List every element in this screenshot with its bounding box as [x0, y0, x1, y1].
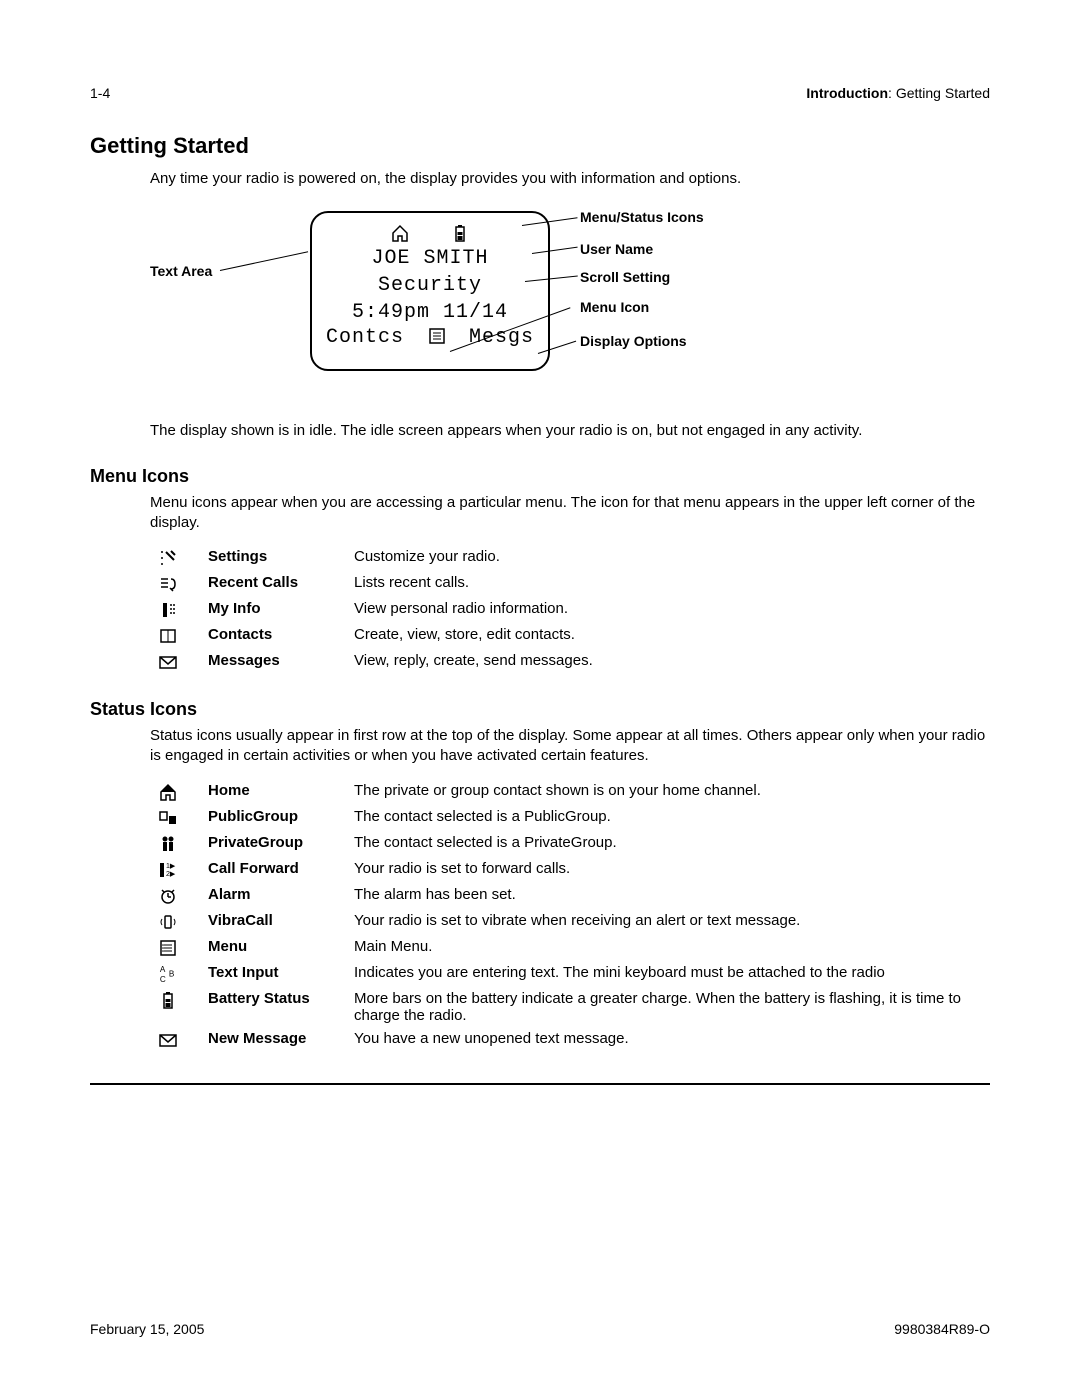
svg-text:2▶: 2▶ [166, 871, 176, 878]
table-row: Battery Status More bars on the battery … [150, 987, 990, 1027]
page-footer: February 15, 2005 9980384R89-O [90, 1321, 990, 1337]
table-row: PublicGroup The contact selected is a Pu… [150, 805, 990, 831]
menu-icon [427, 326, 447, 349]
menu-icons-title: Menu Icons [90, 466, 990, 487]
messages-icon [150, 649, 200, 675]
my-info-icon [150, 597, 200, 623]
table-row: My Info View personal radio information. [150, 597, 601, 623]
menu-icons-table: Settings Customize your radio. Recent Ca… [150, 545, 601, 675]
new-message-icon [150, 1027, 200, 1053]
footer-docnum: 9980384R89-O [894, 1321, 990, 1337]
recent-calls-icon [150, 571, 200, 597]
table-row: Contacts Create, view, store, edit conta… [150, 623, 601, 649]
intro-text: Any time your radio is powered on, the d… [150, 169, 990, 189]
footer-rule [90, 1083, 990, 1085]
home-icon [390, 223, 410, 243]
private-group-icon [150, 831, 200, 857]
breadcrumb: Introduction: Getting Started [806, 85, 990, 101]
call-forward-icon: 1▶2▶ [150, 857, 200, 883]
label-text-area: Text Area [150, 263, 212, 279]
label-menu-status: Menu/Status Icons [580, 209, 704, 225]
table-row: Home The private or group contact shown … [150, 779, 990, 805]
label-menu-icon: Menu Icon [580, 299, 649, 315]
label-user-name: User Name [580, 241, 653, 257]
screen-scroll: Security [322, 272, 538, 299]
footer-date: February 15, 2005 [90, 1321, 204, 1337]
page-header: 1-4 Introduction: Getting Started [90, 85, 990, 101]
settings-icon [150, 545, 200, 571]
screen-left-option: Contcs [326, 326, 404, 349]
contacts-icon [150, 623, 200, 649]
battery-status-icon [150, 987, 200, 1027]
svg-text:B: B [169, 969, 175, 978]
page-number: 1-4 [90, 85, 110, 101]
status-icons-title: Status Icons [90, 699, 990, 720]
table-row: VibraCall Your radio is set to vibrate w… [150, 909, 990, 935]
screen-user: JOE SMITH [322, 245, 538, 272]
battery-icon [450, 223, 470, 243]
display-diagram: Text Area JOE SMITH Security 5:49pm 11/1… [130, 203, 990, 403]
alarm-icon [150, 883, 200, 909]
status-icons-intro: Status icons usually appear in first row… [150, 726, 990, 767]
menu-icons-intro: Menu icons appear when you are accessing… [150, 493, 990, 534]
table-row: Menu Main Menu. [150, 935, 990, 961]
label-display-options: Display Options [580, 333, 687, 349]
svg-text:C: C [160, 975, 166, 984]
screen-right-option: Mesgs [469, 326, 534, 349]
post-diagram-text: The display shown is in idle. The idle s… [150, 421, 990, 441]
status-icons-table: Home The private or group contact shown … [150, 779, 990, 1053]
radio-screen: JOE SMITH Security 5:49pm 11/14 Contcs M… [310, 211, 550, 371]
table-row: Alarm The alarm has been set. [150, 883, 990, 909]
page-title: Getting Started [90, 133, 990, 159]
public-group-icon [150, 805, 200, 831]
table-row: 1▶2▶ Call Forward Your radio is set to f… [150, 857, 990, 883]
label-scroll-setting: Scroll Setting [580, 269, 670, 285]
screen-time: 5:49pm 11/14 [322, 299, 538, 326]
table-row: Messages View, reply, create, send messa… [150, 649, 601, 675]
table-row: PrivateGroup The contact selected is a P… [150, 831, 990, 857]
menu-status-icon [150, 935, 200, 961]
svg-text:A: A [160, 965, 166, 974]
table-row: New Message You have a new unopened text… [150, 1027, 990, 1053]
table-row: Settings Customize your radio. [150, 545, 601, 571]
vibracall-icon [150, 909, 200, 935]
home-status-icon [150, 779, 200, 805]
table-row: Recent Calls Lists recent calls. [150, 571, 601, 597]
table-row: ABC Text Input Indicates you are enterin… [150, 961, 990, 987]
svg-text:1▶: 1▶ [166, 863, 176, 870]
text-input-icon: ABC [150, 961, 200, 987]
